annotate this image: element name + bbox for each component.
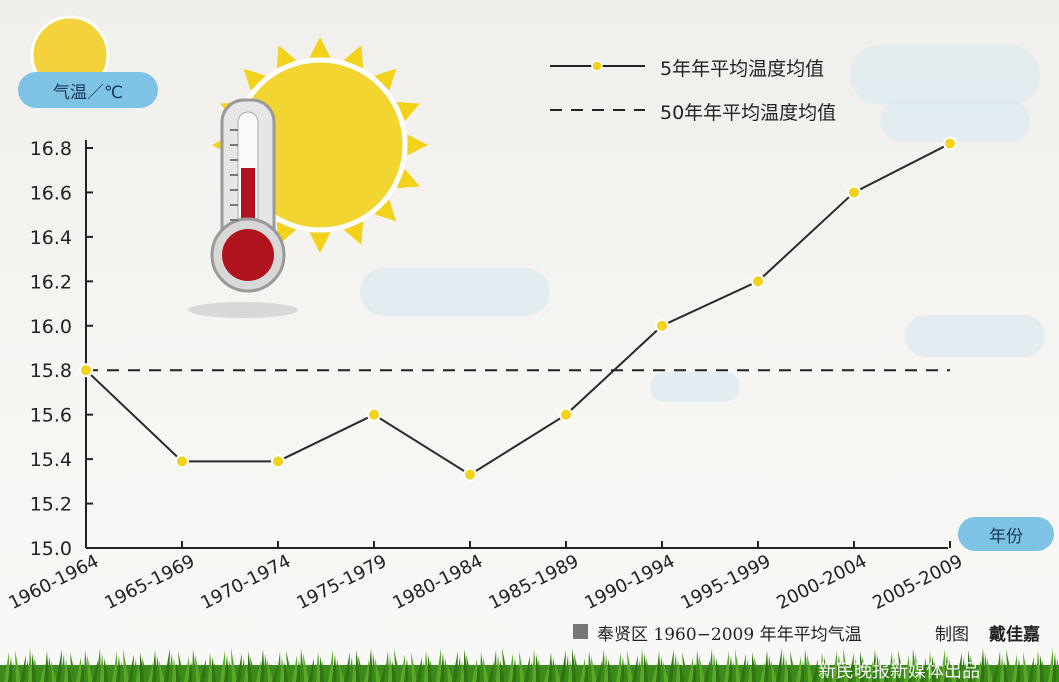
- y-tick-label: 15.2: [30, 494, 72, 516]
- background-cloud: [360, 268, 550, 316]
- y-tick-label: 15.0: [30, 538, 72, 560]
- x-tick-label: 1980-1984: [389, 551, 486, 614]
- sun-ray: [343, 221, 364, 245]
- data-point: [655, 318, 669, 333]
- x-tick-label: 1985-1989: [485, 551, 582, 614]
- thermometer-icon: [188, 98, 298, 318]
- legend-marker: [591, 60, 603, 72]
- credit-name: 戴佳嘉: [989, 625, 1040, 645]
- sun-ray: [407, 134, 428, 156]
- y-tick-label: 16.0: [30, 316, 72, 338]
- legend-label-5yr: 5年年平均温度均值: [660, 58, 825, 80]
- data-point: [271, 454, 285, 469]
- y-tick-label: 15.8: [30, 360, 72, 382]
- data-point: [847, 185, 861, 200]
- caption: 奉贤区 1960−2009 年年平均气温: [597, 625, 862, 645]
- x-tick-label: 1965-1969: [101, 551, 198, 614]
- x-tick-label: 1970-1974: [197, 551, 294, 614]
- sun-ray: [374, 68, 397, 91]
- series-line-5yr: [85, 142, 951, 476]
- y-axis-label: 气温／℃: [18, 72, 158, 108]
- x-tick-label: 1960-1964: [5, 551, 102, 614]
- y-tick-label: 16.8: [30, 138, 72, 160]
- x-tick-label: 2005-2009: [869, 551, 966, 614]
- y-tick-label: 16.6: [30, 182, 72, 204]
- sun-ray: [309, 232, 331, 253]
- caption-square-icon: [573, 624, 588, 639]
- data-point: [943, 136, 957, 151]
- background-cloud: [880, 100, 1030, 142]
- legend-label-50yr: 50年年平均温度均值: [660, 102, 837, 124]
- credit-label: 制图: [935, 625, 969, 645]
- sun-ray: [276, 45, 297, 69]
- data-point: [751, 274, 765, 289]
- x-tick-label: 1990-1994: [581, 551, 678, 614]
- background-cloud: [650, 372, 740, 402]
- sun-ray: [396, 101, 420, 122]
- sun-ray: [343, 45, 364, 69]
- background-cloud: [905, 315, 1045, 357]
- data-point: [463, 467, 477, 482]
- sun-ray: [309, 37, 331, 58]
- data-point: [175, 454, 189, 469]
- x-axis-label: 年份: [958, 517, 1054, 551]
- x-tick-label: 1975-1979: [293, 551, 390, 614]
- grass-decoration: [0, 648, 1059, 682]
- x-tick-label: 2000-2004: [773, 551, 870, 614]
- data-point: [559, 407, 573, 422]
- sun-ray: [396, 168, 420, 189]
- x-tick-label: 1995-1999: [677, 551, 774, 614]
- y-tick-label: 16.4: [30, 227, 72, 249]
- y-tick-label: 15.4: [30, 449, 72, 471]
- legend: [550, 60, 645, 111]
- y-tick-label: 15.6: [30, 405, 72, 427]
- background-cloud: [850, 45, 1040, 105]
- sun-ray: [243, 68, 266, 91]
- data-point: [367, 407, 381, 422]
- sun-ray: [374, 199, 397, 222]
- data-point: [79, 363, 93, 378]
- publisher: 新民晚报新媒体出品: [818, 661, 980, 682]
- y-tick-label: 16.2: [30, 271, 72, 293]
